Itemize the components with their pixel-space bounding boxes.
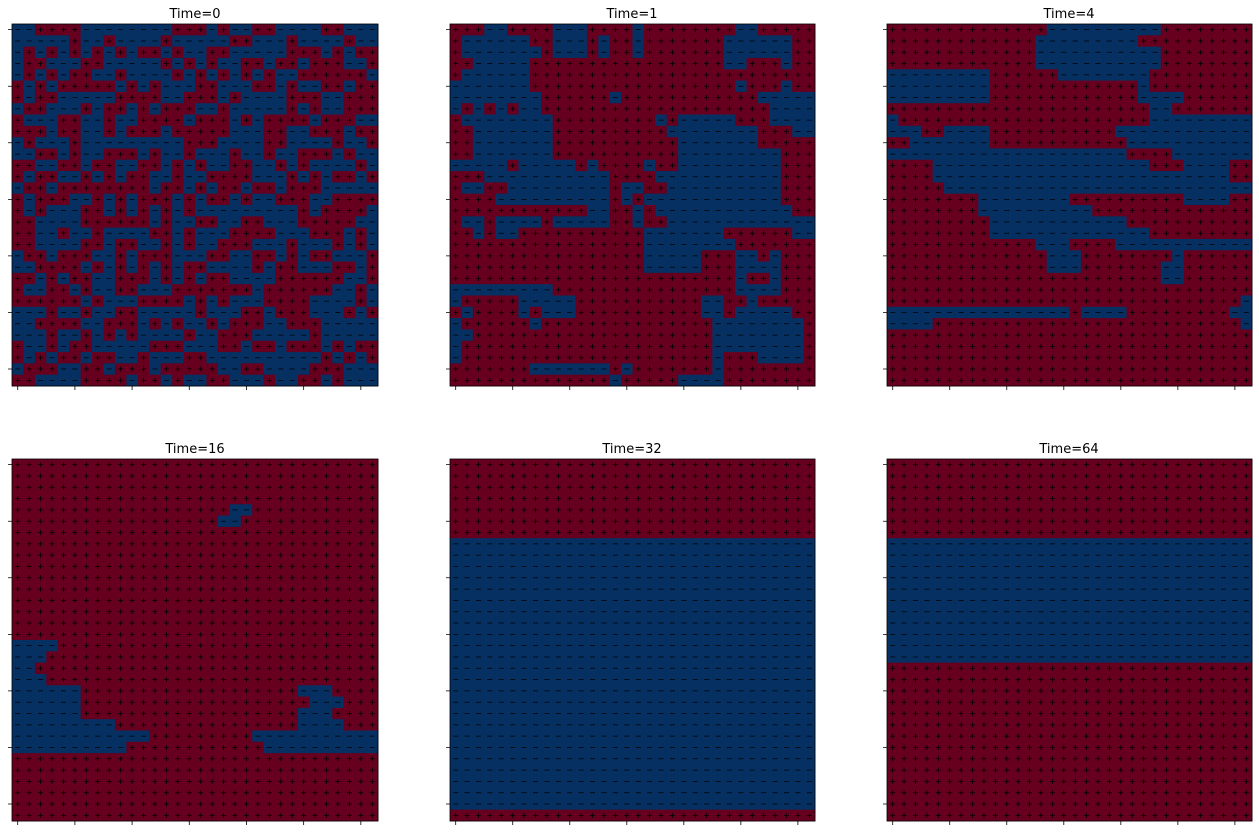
axis-ticks (8, 464, 362, 825)
axes-frame (11, 458, 379, 822)
spin-markers (15, 27, 375, 383)
panel-2: Time=1 (446, 7, 816, 390)
panel-heatmap (883, 23, 1253, 390)
axes-frame (11, 23, 379, 387)
panel-heatmap (446, 23, 816, 390)
panel-1: Time=0 (8, 7, 379, 390)
panel-title: Time=32 (601, 442, 661, 457)
spin-markers (890, 27, 1249, 383)
panel-3: Time=4 (883, 7, 1253, 390)
axis-ticks (883, 29, 1236, 390)
panel-5: Time=32 (446, 442, 816, 825)
axis-ticks (446, 29, 799, 390)
panel-title: Time=1 (606, 7, 658, 22)
panel-4: Time=16 (8, 442, 379, 825)
axis-ticks (8, 29, 362, 390)
spin-markers (15, 462, 375, 818)
axes-frame (449, 23, 816, 387)
panel-title: Time=0 (169, 7, 221, 22)
axes-frame (886, 23, 1253, 387)
panel-title: Time=16 (164, 442, 224, 457)
panel-heatmap (8, 23, 379, 390)
panel-heatmap (446, 458, 816, 825)
spin-markers (453, 27, 812, 383)
panel-title: Time=4 (1043, 7, 1095, 22)
panel-heatmap (8, 458, 379, 825)
